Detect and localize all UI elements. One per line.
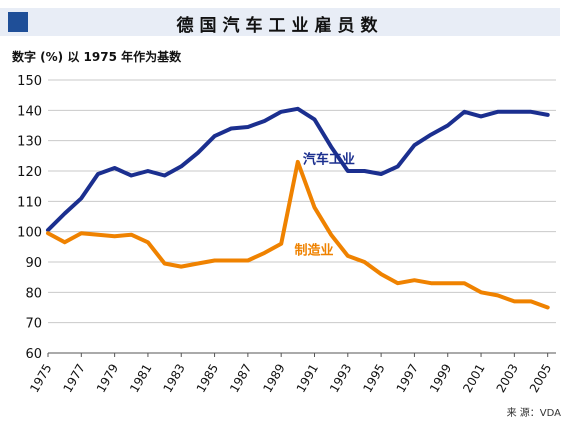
x-tick-label: 1981 bbox=[127, 362, 154, 395]
chart-title: 德国汽车工业雇员数 bbox=[176, 16, 384, 36]
series-label: 制造业 bbox=[295, 242, 334, 258]
x-tick-label: 1983 bbox=[160, 362, 187, 395]
y-tick-label: 60 bbox=[25, 347, 42, 362]
series-line bbox=[46, 106, 550, 233]
series-line bbox=[46, 159, 550, 310]
y-tick-label: 90 bbox=[25, 256, 42, 271]
x-tick-label: 1979 bbox=[94, 362, 121, 395]
y-tick-label: 80 bbox=[25, 286, 42, 301]
x-tick-label: 1977 bbox=[61, 362, 88, 395]
x-tick-label: 1999 bbox=[427, 362, 454, 395]
x-tick-label: 1989 bbox=[260, 362, 287, 395]
x-tick-label: 1993 bbox=[327, 362, 354, 395]
y-tick-label: 140 bbox=[17, 104, 42, 119]
x-tick-label: 2005 bbox=[527, 362, 554, 395]
source-note: 来 源：VDA bbox=[506, 408, 561, 419]
y-tick-label: 130 bbox=[17, 135, 42, 150]
x-tick-label: 2001 bbox=[460, 362, 487, 395]
x-tick-label: 1997 bbox=[394, 362, 421, 395]
x-tick-label: 2003 bbox=[494, 362, 521, 395]
y-tick-label: 70 bbox=[25, 317, 42, 332]
y-tick-label: 100 bbox=[17, 226, 42, 241]
y-tick-label: 150 bbox=[17, 74, 42, 89]
series-label: 汽车工业 bbox=[303, 151, 355, 167]
title-bar: 德国汽车工业雇员数 bbox=[0, 8, 560, 36]
x-tick-label: 1995 bbox=[360, 362, 387, 395]
x-tick-label: 1975 bbox=[27, 362, 54, 395]
series-layer bbox=[46, 106, 550, 310]
x-tick-label: 1987 bbox=[227, 362, 254, 395]
chart-subtitle: 数字 (%) 以 1975 年作为基数 bbox=[12, 50, 182, 64]
y-tick-label: 110 bbox=[17, 195, 42, 210]
x-tick-label: 1991 bbox=[294, 362, 321, 395]
x-tick-label: 1985 bbox=[194, 362, 221, 395]
grid-layer bbox=[48, 79, 556, 354]
y-tick-label: 120 bbox=[17, 165, 42, 180]
title-marker bbox=[8, 12, 28, 32]
